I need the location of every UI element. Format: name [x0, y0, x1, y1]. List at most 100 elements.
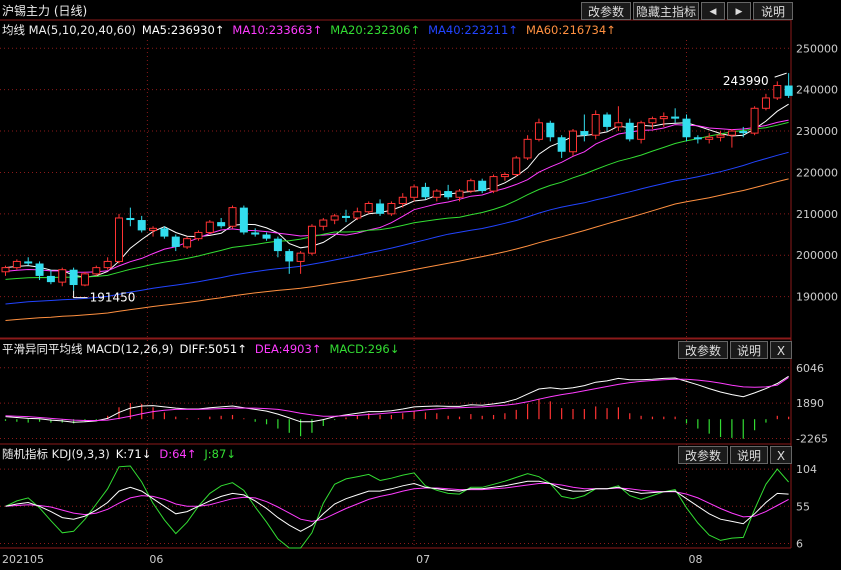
scroll-left-button[interactable]: ◀: [701, 2, 725, 20]
candle: [648, 116, 657, 129]
candle-body: [557, 137, 566, 152]
candle-body: [478, 180, 487, 192]
ma40-line: [5, 151, 789, 305]
candle-body: [739, 131, 748, 134]
kdj-indicator-name: 随机指标 KDJ(9,3,3): [2, 447, 110, 461]
candle-body: [466, 180, 475, 192]
candle: [761, 93, 770, 111]
candle-body: [603, 114, 612, 127]
ma60-line: [5, 178, 789, 321]
candle: [671, 108, 680, 123]
legend-ma60: MA60:216734↑: [525, 23, 616, 37]
candle: [603, 112, 612, 132]
candle: [46, 269, 55, 285]
price-tick-label: 230000: [796, 125, 838, 138]
change-params-button[interactable]: 改参数: [581, 2, 631, 20]
candle-body: [534, 122, 543, 140]
candle: [637, 120, 646, 144]
candle: [126, 207, 135, 227]
main-legend: 均线 MA(5,10,20,40,60) MA5:236930↑ MA10:2336…: [2, 22, 624, 38]
candle-body: [1, 267, 10, 273]
candle: [659, 112, 668, 127]
candle: [387, 201, 396, 216]
macd-legend: 平滑异同平均线 MACD(12,26,9) DIFF:5051↑ DEA:4903↑…: [2, 341, 407, 357]
candle-body: [80, 273, 89, 286]
legend-ma20: MA20:232306↑: [330, 23, 421, 37]
candle: [466, 178, 475, 194]
macd-change-params-button[interactable]: 改参数: [678, 341, 728, 359]
candle-body: [546, 122, 555, 138]
kdj-change-params-button[interactable]: 改参数: [678, 446, 728, 464]
candle-body: [319, 219, 328, 227]
kdj-close-button[interactable]: X: [770, 446, 792, 464]
candle: [183, 236, 192, 250]
candle-body: [58, 269, 67, 283]
candle-body: [580, 131, 589, 136]
price-tick-label: 190000: [796, 291, 838, 304]
low-marker: [73, 290, 88, 299]
price-tick-label: 210000: [796, 208, 838, 221]
candle: [557, 135, 566, 158]
candle: [546, 120, 555, 142]
candle-body: [398, 196, 407, 204]
candle-body: [591, 114, 600, 136]
candle: [625, 118, 634, 142]
candle-body: [205, 221, 214, 233]
candle: [591, 110, 600, 140]
hide-main-indicator-button[interactable]: 隐藏主指标: [633, 2, 699, 20]
candle-body: [500, 174, 509, 178]
candle: [1, 265, 10, 276]
legend-diff: DIFF:5051↑: [179, 342, 247, 356]
candle-body: [35, 263, 44, 276]
legend-dea: DEA:4903↑: [254, 342, 322, 356]
candle: [739, 126, 748, 138]
candle: [716, 131, 725, 142]
macd-tick-label: -2265: [796, 432, 828, 445]
candle-body: [342, 215, 350, 218]
candle-body: [115, 217, 123, 262]
grid-lines: [0, 19, 792, 549]
d-line: [5, 483, 789, 522]
candle-body: [296, 252, 305, 262]
dea-line: [5, 377, 789, 421]
kdj-help-button[interactable]: 说明: [730, 446, 768, 464]
legend-macd: MACD:296↓: [329, 342, 400, 356]
macd-panel-plot: [4, 375, 790, 439]
candle: [137, 215, 146, 233]
diff-line: [5, 375, 789, 423]
candle-body: [432, 190, 441, 198]
candle-body: [637, 122, 646, 140]
candle-body: [523, 138, 532, 159]
candle: [149, 226, 158, 237]
candle: [217, 217, 226, 229]
candle-body: [24, 261, 33, 264]
candle: [455, 189, 464, 202]
macd-help-button[interactable]: 说明: [730, 341, 768, 359]
x-axis-label: 07: [416, 553, 430, 566]
macd-indicator-name: 平滑异同平均线 MACD(12,26,9): [2, 342, 174, 356]
candle: [330, 213, 339, 225]
k-line: [5, 480, 789, 532]
candle-body: [285, 251, 294, 262]
macd-close-button[interactable]: X: [770, 341, 792, 359]
candle: [342, 209, 350, 223]
legend-k: K:71↓: [115, 447, 152, 461]
price-tick-label: 240000: [796, 84, 838, 97]
scroll-right-button[interactable]: ▶: [727, 2, 751, 20]
high-marker: [774, 72, 787, 78]
candle-body: [149, 227, 158, 231]
candle: [205, 220, 214, 235]
candle-body: [648, 118, 657, 124]
kdj-tick-label: 6: [796, 537, 803, 550]
main-help-button[interactable]: 说明: [753, 2, 793, 20]
legend-ma40: MA40:223211↑: [428, 23, 518, 37]
candle-body: [614, 122, 623, 128]
candle-body: [671, 116, 680, 119]
candle: [512, 155, 521, 177]
candle: [35, 261, 44, 281]
candle: [228, 205, 237, 229]
ma10-line: [5, 119, 789, 273]
candle: [693, 135, 702, 144]
candle-body: [69, 269, 78, 286]
